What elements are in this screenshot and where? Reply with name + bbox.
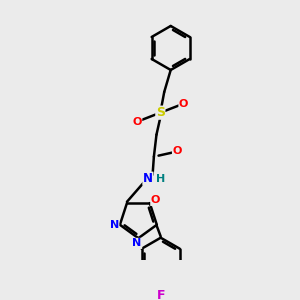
Text: O: O — [151, 196, 160, 206]
Text: O: O — [179, 99, 188, 109]
Text: S: S — [156, 106, 165, 119]
Text: O: O — [172, 146, 182, 157]
Text: O: O — [132, 117, 142, 127]
Text: H: H — [156, 174, 165, 184]
Text: F: F — [156, 290, 165, 300]
Text: N: N — [110, 220, 119, 230]
Text: N: N — [132, 238, 142, 248]
Text: N: N — [143, 172, 153, 185]
